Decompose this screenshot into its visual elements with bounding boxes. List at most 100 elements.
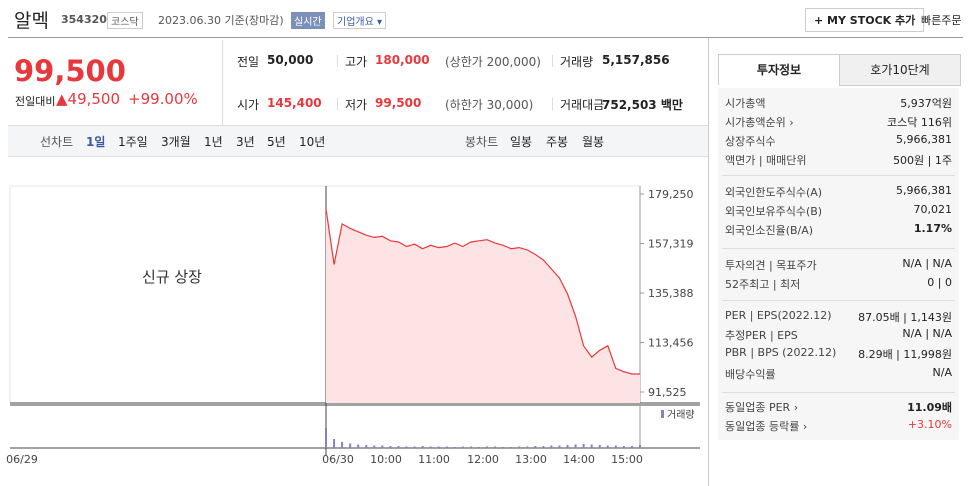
separator (337, 98, 338, 110)
info-label: 동일업종 PER › (725, 401, 799, 414)
period-tab[interactable]: 5년 (267, 135, 286, 149)
stat-value: 752,503 백만 (602, 98, 683, 112)
volume-bar (534, 446, 537, 448)
period-tab[interactable]: 1년 (204, 135, 223, 149)
info-label: 동일업종 등락률 › (725, 420, 808, 433)
x-tick-label: 11:00 (418, 453, 450, 466)
volume-bar (421, 446, 424, 448)
volume-bar (574, 444, 577, 448)
x-tick-label: 06/29 (6, 453, 38, 466)
info-label: 배당수익률 (725, 368, 776, 381)
period-tab[interactable]: 10년 (299, 135, 326, 149)
x-tick-label: 13:00 (515, 453, 547, 466)
candle-tab[interactable]: 월봉 (582, 135, 605, 149)
info-value: 87.05배 | 1,143원 (858, 311, 952, 324)
volume-bar (333, 439, 336, 448)
x-tick-label: 14:00 (563, 453, 595, 466)
info-row: 배당수익률 N/A (725, 366, 952, 382)
annotation: 신규 상장 (142, 268, 202, 286)
info-value: 70,021 (913, 203, 953, 216)
volume-bar (598, 445, 601, 448)
candle-tab[interactable]: 주봉 (546, 135, 569, 149)
quick-order[interactable]: 빠른주문 (921, 14, 962, 27)
volume-bar (365, 445, 368, 448)
volume-bar (614, 445, 617, 448)
info-row: 외국인보유주식수(B) 70,021 (725, 203, 952, 219)
info-label: 투자의견 | 목표주가 (725, 259, 817, 272)
info-label: 상장주식수 (725, 135, 776, 148)
volume-bar (461, 446, 464, 448)
period-tab[interactable]: 3년 (236, 135, 255, 149)
side-tab[interactable]: 투자정보 (718, 54, 840, 85)
change: ▲49,500 (56, 90, 121, 108)
stat-note: (상한가 200,000) (445, 55, 541, 69)
change-label: 전일대비 (15, 95, 56, 108)
info-label: 시가총액순위 › (725, 116, 794, 129)
y-tick-label: 113,456 (648, 337, 694, 350)
x-tick-label: 15:00 (611, 453, 643, 466)
volume-bar (389, 446, 392, 448)
side-tab[interactable]: 호가10단계 (839, 54, 961, 86)
volume-bar (341, 442, 344, 448)
tab-label: 선차트 (40, 135, 74, 149)
info-label: 추정PER | EPS (725, 329, 798, 342)
stock-code: 354320 (61, 13, 107, 26)
company-button[interactable]: 기업개요 ▾ (333, 12, 386, 29)
chart: 179,250 157,319 135,388 113,456 91,525 신규 상장거… (6, 185, 700, 466)
volume-bar (405, 446, 408, 448)
tab-label: 봉차트 (465, 135, 499, 149)
row-separator (722, 175, 955, 176)
info-value: +3.10% (907, 418, 952, 431)
volume-bar (502, 447, 505, 448)
separator (708, 38, 709, 486)
mystock-button[interactable]: + MY STOCK 추가 (805, 8, 925, 32)
x-tick-label: 12:00 (467, 453, 499, 466)
info-value: 코스닥 116위 (887, 116, 952, 129)
volume-bar (542, 446, 545, 448)
volume-bar (477, 447, 480, 448)
volume-bar (590, 444, 593, 448)
volume-bar (558, 445, 561, 448)
info-label: PER | EPS(2022.12) (725, 309, 832, 322)
y-tick-label: 179,250 (648, 188, 694, 201)
volume-bar (373, 445, 376, 448)
stat-value: 180,000 (375, 53, 430, 67)
info-row: PBR | BPS (2022.12) 8.29배 | 11,998원 (725, 346, 952, 361)
row-separator (722, 392, 955, 393)
info-row: 외국인한도주식수(A) 5,966,381 (725, 184, 952, 200)
info-row: 상장주식수 5,966,381 (725, 133, 952, 149)
stat-label: 저가 (345, 98, 368, 112)
y-tick-label: 157,319 (648, 237, 694, 250)
info-row: 동일업종 등락률 › +3.10% (725, 418, 952, 434)
stat-value: 50,000 (267, 53, 314, 67)
realtime-badge[interactable]: 실시간 (291, 12, 325, 29)
stat-note: (하한가 30,000) (445, 98, 534, 112)
separator (552, 98, 553, 110)
price-area (326, 209, 640, 403)
percent: +99.00% (128, 90, 198, 108)
period-tab[interactable]: 1주일 (118, 135, 148, 149)
separator (337, 55, 338, 67)
volume-bar (453, 447, 456, 448)
info-label: 외국인한도주식수(A) (725, 186, 823, 199)
info-label: 시가총액 (725, 97, 766, 110)
volume-bar (518, 446, 521, 448)
volume-bar (622, 446, 625, 448)
info-value: 11.09배 (907, 401, 952, 414)
info-row: 시가총액순위 › 코스닥 116위 (725, 114, 952, 130)
row-separator (722, 248, 955, 249)
period-tab[interactable]: 3개월 (161, 135, 191, 149)
volume-bar (630, 446, 633, 448)
market-badge: 코스닥 (107, 12, 143, 29)
info-value: N/A (932, 366, 952, 379)
volume-bar (639, 445, 641, 448)
stat-value: 99,500 (375, 96, 422, 110)
info-label: PBR | BPS (2022.12) (725, 346, 837, 359)
stat-label: 거래대금 (560, 98, 605, 112)
volume-bar (429, 446, 432, 448)
period-tab[interactable]: 1일 (86, 135, 106, 149)
info-row: PER | EPS(2022.12) 87.05배 | 1,143원 (725, 309, 952, 324)
candle-tab[interactable]: 일봉 (510, 135, 533, 149)
stat-value: 5,157,856 (602, 53, 670, 67)
